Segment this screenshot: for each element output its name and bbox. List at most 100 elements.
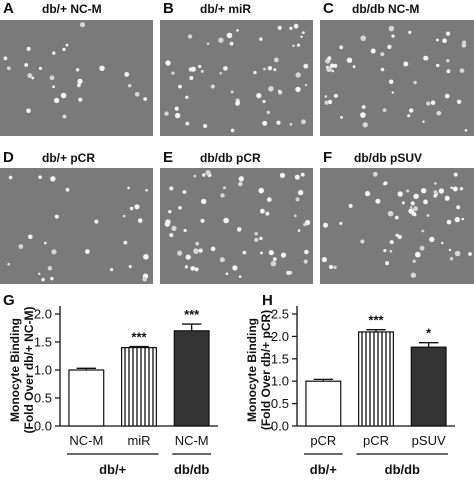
cell-spot [456,205,461,210]
panel-letter-e: E [163,149,174,166]
bar [173,330,210,427]
cell-spot [333,63,338,68]
cell-spot [436,63,440,68]
cell-spot [143,254,149,260]
cell-spot [193,248,199,254]
cell-spot [438,188,445,194]
cell-spot [122,214,126,218]
cell-spot [38,66,43,70]
cell-spot [295,197,300,202]
cell-spot [403,61,409,67]
cell-spot [339,221,343,225]
cell-spot [441,241,444,245]
cell-spot [360,35,366,41]
cell-spot [297,189,304,196]
x-tick-label: miR [127,433,150,448]
cell-spot [387,210,394,217]
cell-spot [333,93,338,98]
cell-spot [260,208,265,214]
group-label: db/+ [310,462,337,477]
cell-spot [128,84,132,88]
cell-spot [297,229,301,232]
cell-spot [419,245,425,251]
x-tick-label: pCR [363,433,389,448]
cell-spot [256,93,262,99]
cell-spot [280,252,287,258]
cell-spot [190,266,195,271]
cell-spot [444,195,450,201]
cell-spot [78,97,83,102]
cell-spot [324,100,329,105]
cell-spot [430,100,436,105]
cell-spot [53,97,60,104]
group-label: db/db [174,462,209,477]
cell-spot [459,187,464,191]
cell-spot [300,35,303,38]
x-tick-label: NC-M [69,433,103,448]
cell-spot [26,46,31,51]
panel-title-d: db/+ pCR [42,151,95,165]
cell-spot [273,68,277,72]
cell-spot [178,206,182,210]
cell-spot [127,186,130,190]
cell-spot [273,57,279,63]
cell-spot [236,29,239,32]
cell-spot [262,120,268,126]
y-axis-label-line2: (Fold Over db/+ NC-M) [22,307,36,434]
cell-spot [412,259,416,263]
cell-spot [110,268,114,272]
cell-spot [348,203,353,208]
cell-spot [294,174,300,180]
cell-spot [397,234,402,240]
cell-spot [327,56,332,61]
significance-marker: *** [184,307,200,322]
bar-chart-g: 0.0 0.5 1.0 1.5 2.0 Monocyte Binding (Fold Ove… [8,306,218,477]
cell-spot [462,40,467,45]
y-axis-label: Monocyte Binding [8,318,22,422]
cell-spot [388,25,395,32]
cell-spot [194,267,199,272]
group-label: db/db [385,462,420,477]
cell-spot [7,262,11,266]
cell-spot [410,201,415,206]
cell-spot [295,72,301,78]
cell-spot [459,68,465,73]
cell-spot [360,112,366,118]
cell-spot [128,265,132,269]
cell-spot [62,47,66,52]
cell-spot [452,186,458,192]
cell-spot [6,66,11,71]
cell-spot [230,90,234,94]
cell-spot [450,186,453,190]
y-axis-label: Monocyte Binding [245,318,259,422]
cell-spot [65,43,69,47]
cell-spot [254,232,258,236]
panel-letter-d: D [3,149,14,166]
cell-spot [294,214,297,218]
cell-spot [265,211,270,216]
cell-spot [129,206,134,211]
cell-spot [218,37,224,43]
panel-title-f: db/db pSUV [354,151,422,165]
cell-spot [456,99,462,105]
significance-marker: * [426,326,432,341]
cell-spot [230,128,235,133]
cell-spot [75,68,80,72]
panel-title-c: db/db NC-M [352,2,420,16]
cell-spot [28,234,33,240]
cell-spot [238,176,244,182]
cell-spot [184,265,188,269]
cell-spot [383,181,388,186]
cell-spot [321,257,327,263]
cell-spot [266,197,272,203]
cell-spot [51,249,57,255]
cell-spot [423,55,428,61]
micrograph-d [0,168,153,284]
cell-spot [415,251,421,258]
cell-spot [253,71,257,75]
cell-spot [371,49,376,54]
cell-spot [340,116,343,119]
significance-marker: *** [368,313,384,328]
cell-spot [38,175,42,179]
cell-spot [210,246,216,252]
